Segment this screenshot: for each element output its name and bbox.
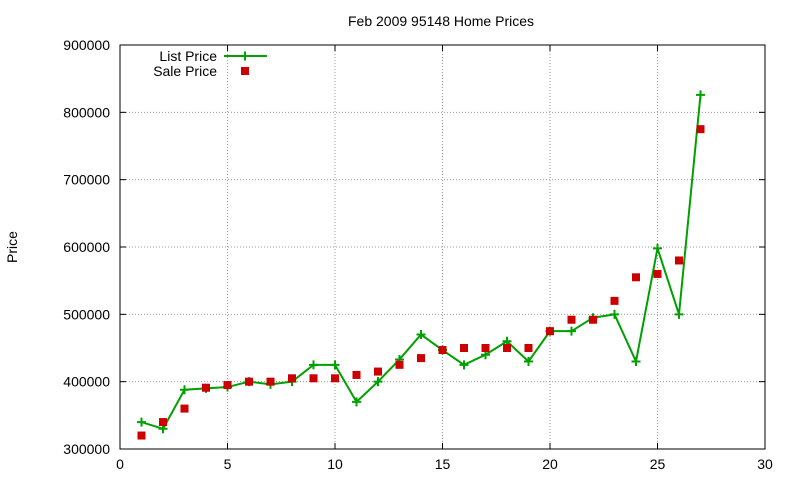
list-price-point <box>674 309 684 319</box>
sale-price-point <box>632 273 640 282</box>
legend-label-sale-price: Sale Price <box>153 63 217 79</box>
sale-price-point <box>266 377 275 386</box>
sale-price-point <box>223 381 232 390</box>
list-price-point <box>180 385 189 395</box>
legend-marker-list-price <box>240 51 250 61</box>
x-tick-label: 5 <box>224 456 232 472</box>
sale-price-point <box>503 344 511 352</box>
list-price-point <box>330 360 340 370</box>
list-price-point <box>459 360 469 370</box>
sale-price-point <box>610 296 619 305</box>
chart-title: Feb 2009 95148 Home Prices <box>348 13 534 29</box>
list-price-point <box>653 243 662 253</box>
legend: List Price Sale Price <box>153 48 267 79</box>
list-price-point <box>373 377 383 387</box>
sale-price-point <box>481 344 490 352</box>
sale-price-point <box>696 125 705 134</box>
sale-price-point <box>567 315 576 324</box>
axis-ticks: 0 5 10 15 20 25 30 300000 400000 500000 600000 7000… <box>63 37 773 472</box>
y-tick-label: 500000 <box>63 306 110 322</box>
sale-price-point <box>331 374 339 383</box>
sale-price-point <box>309 374 318 383</box>
sale-price-point <box>352 370 361 379</box>
list-price-point <box>610 309 619 319</box>
list-price-point <box>137 417 146 427</box>
sale-price-point <box>395 360 404 369</box>
sale-price-point <box>653 269 662 278</box>
y-tick-label: 700000 <box>63 172 110 188</box>
legend-marker-sale-price <box>241 67 249 75</box>
sale-price-point <box>202 383 210 392</box>
list-price-point <box>696 90 705 100</box>
y-tick-label: 400000 <box>63 374 110 390</box>
x-tick-label: 15 <box>435 456 451 472</box>
sale-price-point <box>137 431 146 440</box>
sale-price-point <box>546 327 554 336</box>
sale-price-point <box>438 346 447 355</box>
x-tick-label: 20 <box>542 456 558 472</box>
list-price-point <box>309 360 318 370</box>
y-tick-label: 800000 <box>63 104 110 120</box>
y-tick-label: 600000 <box>63 239 110 255</box>
sale-price-point <box>245 377 253 386</box>
list-price-point <box>567 326 576 336</box>
sale-price-point <box>460 344 468 352</box>
sale-price-point <box>374 367 382 376</box>
legend-label-list-price: List Price <box>159 48 217 64</box>
sale-price-point <box>417 354 425 363</box>
sale-price-point <box>159 418 167 427</box>
x-tick-label: 30 <box>757 456 773 472</box>
list-price-line <box>141 94 702 430</box>
list-price-point <box>524 356 533 366</box>
list-price-point <box>631 356 641 366</box>
list-price-point <box>416 330 426 340</box>
sale-price-point <box>180 404 189 413</box>
series-layer <box>137 90 705 440</box>
sale-price-point <box>675 256 683 265</box>
sale-price-point <box>589 315 597 324</box>
x-tick-label: 25 <box>650 456 666 472</box>
y-tick-label: 900000 <box>63 37 110 53</box>
x-tick-label: 0 <box>116 456 124 472</box>
x-tick-label: 10 <box>327 456 343 472</box>
sale-price-point <box>288 374 296 383</box>
sale-price-point <box>524 344 533 352</box>
y-tick-label: 300000 <box>63 441 110 457</box>
list-price-point <box>352 397 361 407</box>
y-axis-label: Price <box>4 231 20 263</box>
